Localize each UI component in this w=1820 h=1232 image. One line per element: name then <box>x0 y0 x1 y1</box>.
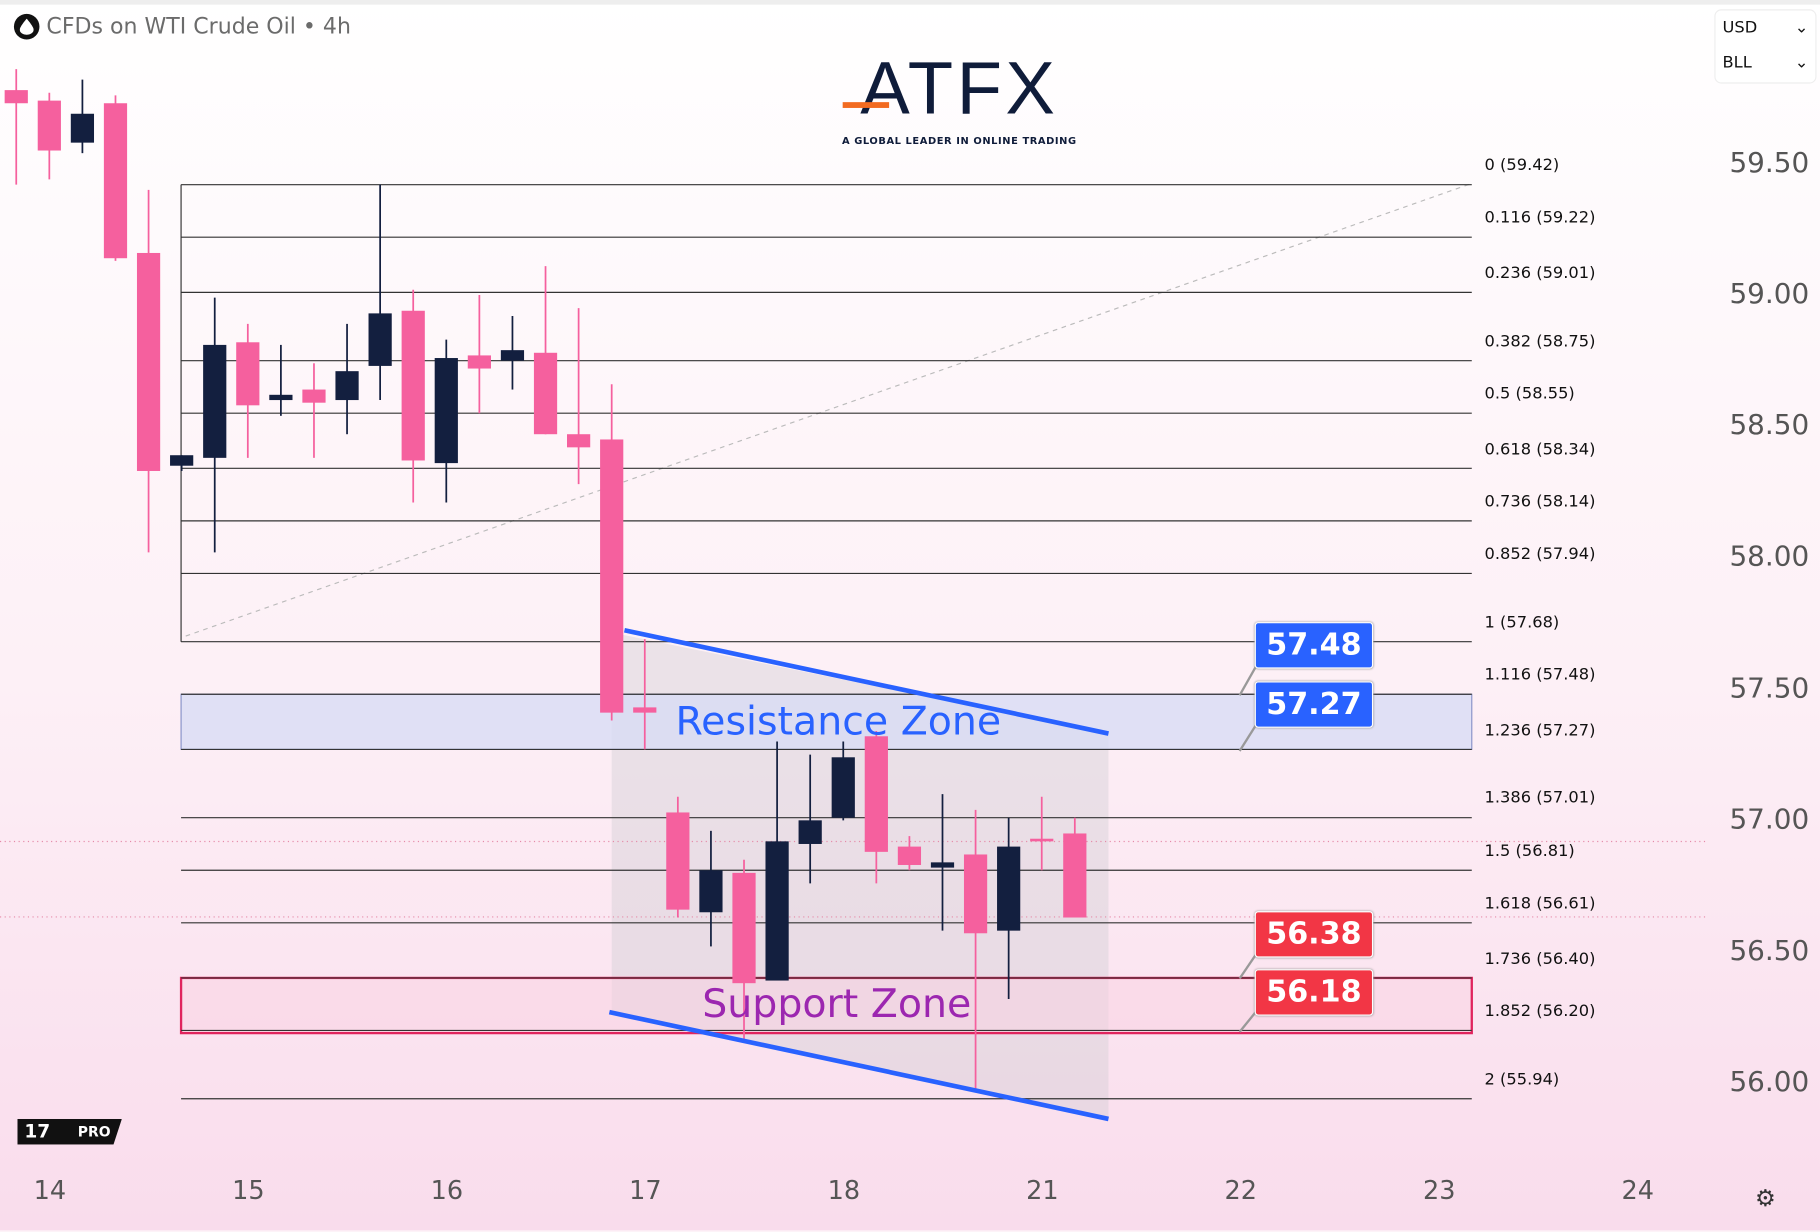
candle-down <box>633 707 657 713</box>
fib-level-label: 1 (57.68) <box>1484 613 1560 632</box>
candle-down <box>1063 833 1087 918</box>
candle-down <box>401 310 425 461</box>
date-axis-label: 23 <box>1423 1176 1456 1206</box>
candle-up <box>368 313 392 366</box>
atfx-logo: ATFX A GLOBAL LEADER IN ONLINE TRADING <box>829 44 1090 148</box>
price-axis-label: 56.50 <box>1729 934 1810 967</box>
logo-accent <box>842 102 890 108</box>
support-zone-label: Support Zone <box>702 980 972 1028</box>
fib-level-label: 0.236 (59.01) <box>1484 263 1596 283</box>
fib-level-label: 0 (59.42) <box>1484 156 1560 175</box>
fib-level-label: 1.736 (56.40) <box>1484 949 1596 969</box>
price-axis-label: 57.50 <box>1729 671 1810 705</box>
candle-down <box>236 342 260 406</box>
candle-down <box>567 434 591 448</box>
candle-up <box>831 757 855 818</box>
candle-up <box>269 394 293 401</box>
candle-up <box>798 820 822 844</box>
candle-up <box>997 846 1021 931</box>
chevron-down-icon: ⌄ <box>1794 18 1809 38</box>
price-tag: 57.48 <box>1254 622 1374 669</box>
settings-icon[interactable]: ⚙ <box>1754 1183 1776 1212</box>
candle-up <box>930 862 955 868</box>
price-axis-label: 59.50 <box>1729 146 1810 179</box>
candle-down <box>864 736 888 852</box>
candle-down <box>37 100 61 151</box>
fib-level-label: 1.386 (57.01) <box>1484 789 1596 808</box>
date-axis-label: 24 <box>1621 1176 1655 1206</box>
price-tag: 57.27 <box>1254 681 1374 728</box>
candle-up <box>765 841 789 981</box>
fib-level-label: 0.618 (58.34) <box>1484 439 1596 459</box>
fib-level-label: 1.236 (57.27) <box>1484 720 1596 740</box>
tradingview-pro-logo: 17 PRO <box>17 1118 122 1145</box>
candle-down <box>533 352 558 435</box>
candle-up <box>434 358 458 464</box>
channel-lower-line <box>608 1009 1109 1122</box>
candle-up <box>203 344 227 458</box>
fib-level-label: 1.5 (56.81) <box>1484 841 1575 861</box>
candle-down <box>136 252 161 471</box>
logo-tagline: A GLOBAL LEADER IN ONLINE TRADING <box>841 135 1077 148</box>
candle-down <box>467 355 491 369</box>
candle-down <box>103 103 128 259</box>
candle-up <box>70 113 95 143</box>
fib-level-label: 0.736 (58.14) <box>1484 492 1596 512</box>
candle-down <box>897 846 922 865</box>
unit-selectors: USD ⌄ BLL ⌄ <box>1714 9 1817 84</box>
fib-level-label: 0.382 (58.75) <box>1484 332 1596 351</box>
currency-select[interactable]: USD ⌄ <box>1716 10 1816 45</box>
price-tag: 56.18 <box>1254 969 1374 1016</box>
date-axis-label: 17 <box>629 1176 662 1206</box>
candle-down <box>4 90 28 104</box>
symbol-title-text: CFDs on WTI Crude Oil • 4h <box>46 13 351 40</box>
symbol-title[interactable]: CFDs on WTI Crude Oil • 4h <box>13 13 351 41</box>
candle-down <box>302 389 326 403</box>
candle-up <box>699 870 723 913</box>
candle-up <box>335 371 359 401</box>
candle-down <box>1030 838 1054 842</box>
candle-down <box>600 439 624 713</box>
price-axis-label: 58.00 <box>1729 540 1810 573</box>
oil-drop-icon <box>13 13 40 40</box>
candle-up <box>170 455 194 466</box>
date-axis-label: 22 <box>1224 1176 1258 1206</box>
date-axis-label: 16 <box>430 1176 464 1206</box>
fib-trend-line <box>185 182 1472 637</box>
date-axis-label: 14 <box>33 1176 67 1206</box>
unit-value: BLL <box>1722 53 1752 72</box>
date-axis-label: 18 <box>827 1176 861 1206</box>
fib-level-label: 1.852 (56.20) <box>1484 1002 1596 1021</box>
date-axis-label: 21 <box>1026 1176 1059 1206</box>
fib-level-label: 0.116 (59.22) <box>1484 208 1596 228</box>
fib-level-label: 1.116 (57.48) <box>1484 665 1596 685</box>
fib-level-label: 0.852 (57.94) <box>1484 544 1596 564</box>
chevron-down-icon: ⌄ <box>1794 53 1809 72</box>
channel-upper-line <box>623 627 1109 736</box>
fib-level-label: 1.618 (56.61) <box>1484 894 1596 913</box>
currency-value: USD <box>1722 18 1758 38</box>
candle-up <box>500 350 525 361</box>
price-axis-label: 59.00 <box>1729 277 1810 311</box>
candle-down <box>732 872 756 984</box>
unit-select[interactable]: BLL ⌄ <box>1716 45 1816 80</box>
candle-down <box>666 812 690 910</box>
fib-level-label: 0.5 (58.55) <box>1484 384 1575 404</box>
resistance-zone-label: Resistance Zone <box>675 698 1002 746</box>
logo-word: ATFX <box>860 46 1059 130</box>
price-tag: 56.38 <box>1254 911 1374 958</box>
date-axis-label: 15 <box>232 1176 265 1206</box>
price-axis-label: 58.50 <box>1729 408 1810 442</box>
candle-down <box>963 854 988 934</box>
price-axis-label: 57.00 <box>1729 802 1810 836</box>
top-border <box>0 0 1820 5</box>
fib-level-label: 2 (55.94) <box>1484 1070 1560 1089</box>
price-axis-label: 56.00 <box>1729 1065 1810 1099</box>
